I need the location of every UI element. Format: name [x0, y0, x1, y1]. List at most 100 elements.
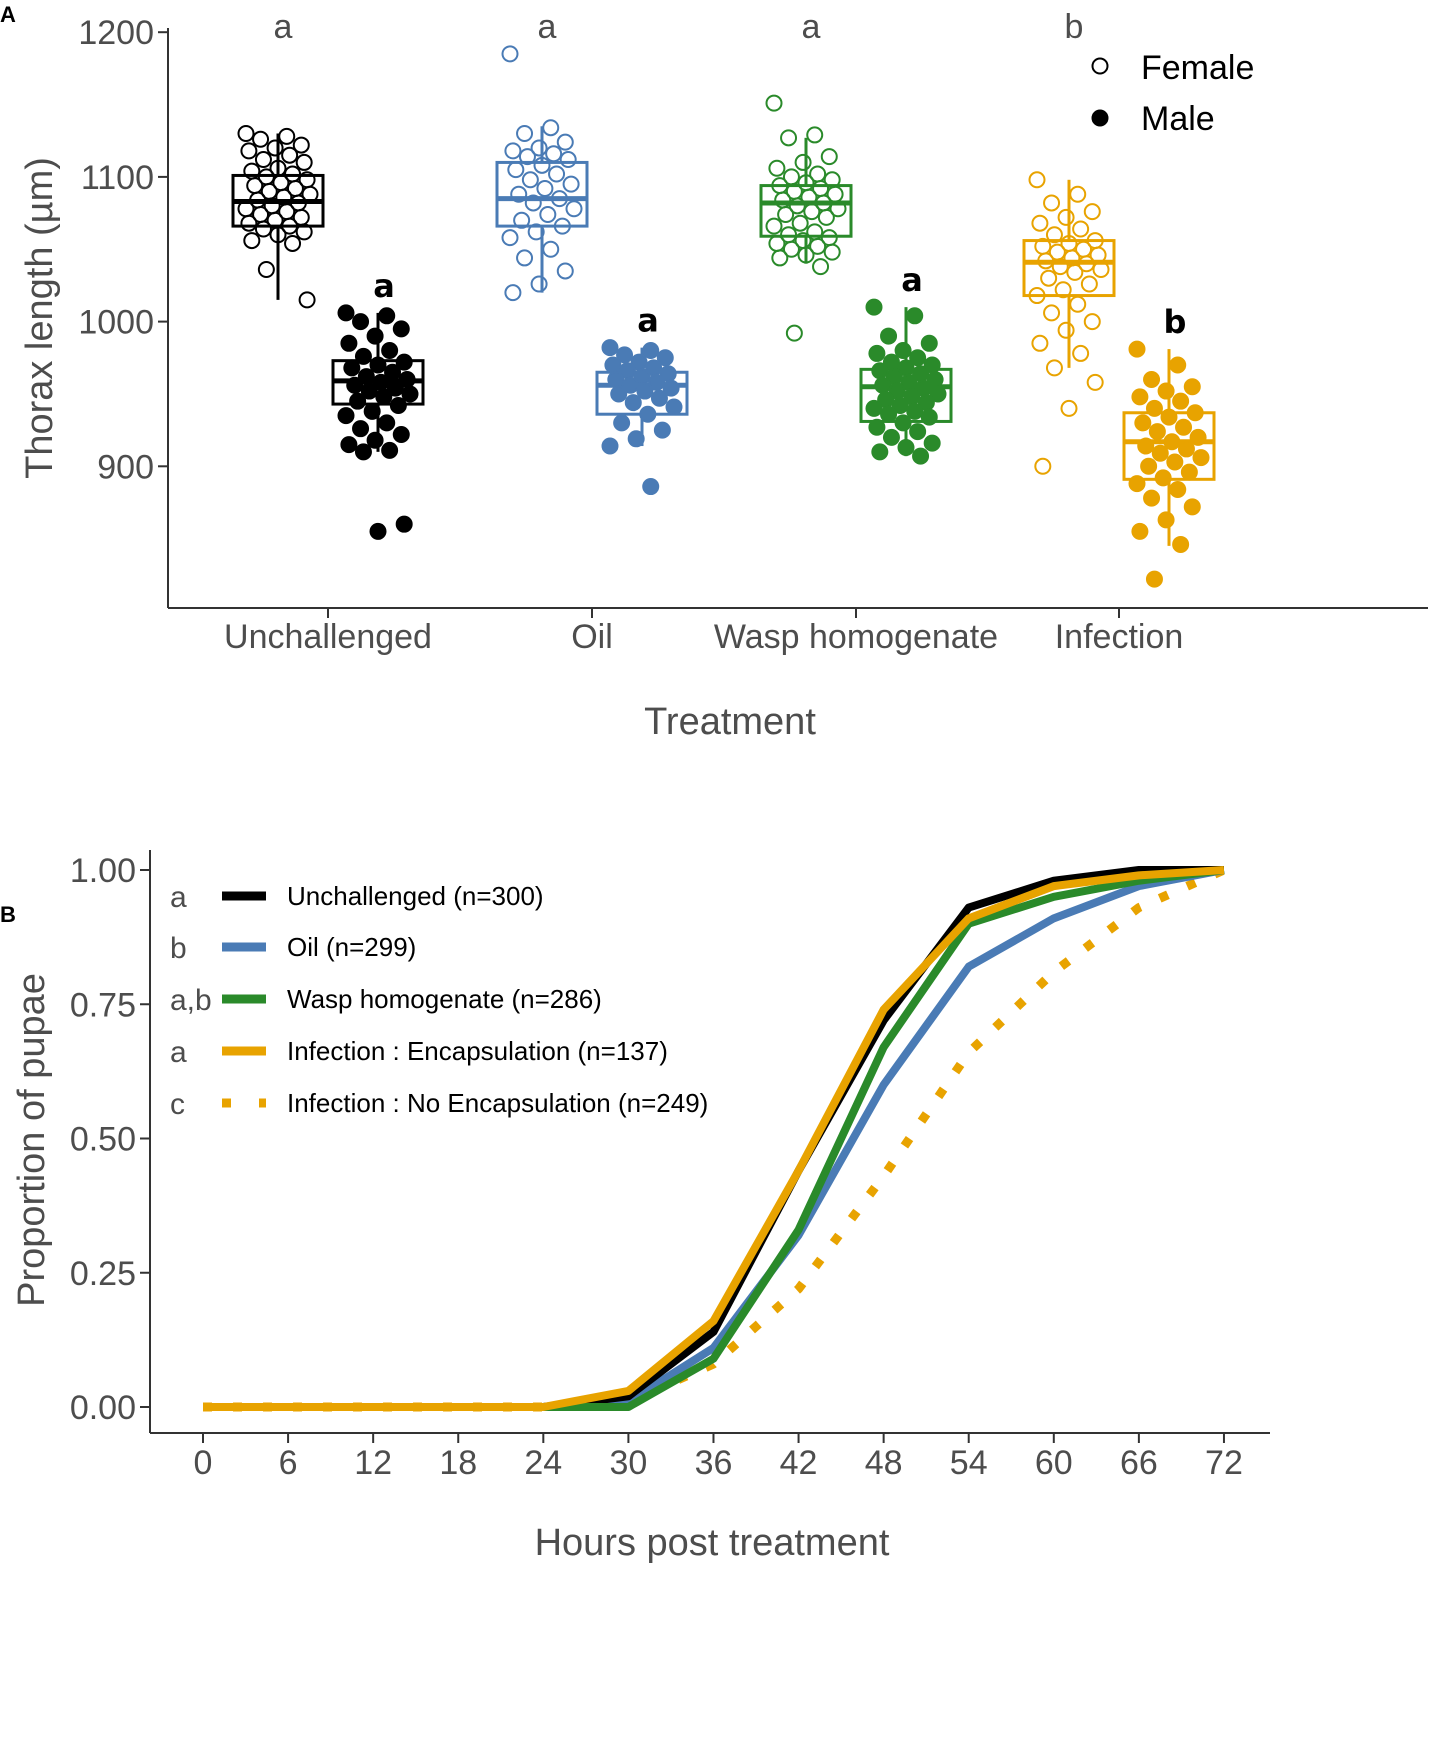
point-wasp-homogenate-female: [803, 203, 821, 221]
point-oil-female: [542, 240, 560, 258]
sig-male-oil: a: [637, 302, 659, 340]
point-unchallenged-female: [240, 142, 258, 160]
panel-a-y-tick-label: 900: [97, 448, 154, 486]
point-oil-male: [627, 430, 645, 448]
point-wasp-homogenate-male: [868, 418, 886, 436]
point-oil-female: [548, 165, 566, 183]
point-wasp-homogenate-male: [868, 344, 886, 362]
point-unchallenged-female: [266, 139, 284, 157]
panel-b-x-tick-label: 0: [194, 1444, 213, 1482]
sig-male-unchallenged: a: [373, 267, 395, 305]
panel-b-x-tick-label: 18: [439, 1444, 477, 1482]
point-infection-male: [1131, 388, 1149, 406]
point-oil-male: [601, 437, 619, 455]
point-wasp-homogenate-male: [865, 298, 883, 316]
point-unchallenged-male: [343, 359, 361, 377]
point-oil-male: [653, 421, 671, 439]
point-infection-female: [1031, 214, 1049, 232]
point-unchallenged-female: [240, 214, 258, 232]
point-wasp-homogenate-male: [909, 349, 927, 367]
point-wasp-homogenate-female: [823, 243, 841, 261]
point-wasp-homogenate-male: [874, 376, 892, 394]
panel-a-points: [237, 45, 1210, 588]
point-wasp-homogenate-male: [894, 414, 912, 432]
point-infection-male: [1157, 511, 1175, 529]
point-oil-female: [556, 262, 574, 280]
point-infection-male: [1186, 404, 1204, 422]
point-oil-female: [530, 139, 548, 157]
panel-a-y-tick-label: 1100: [81, 159, 154, 197]
point-infection-female: [1072, 344, 1090, 362]
point-infection-male: [1143, 489, 1161, 507]
point-unchallenged-male: [366, 431, 384, 449]
point-wasp-homogenate-female: [771, 177, 789, 195]
point-unchallenged-male: [378, 414, 396, 432]
point-wasp-homogenate-female: [768, 159, 786, 177]
point-wasp-homogenate-male: [865, 399, 883, 417]
point-unchallenged-male: [349, 392, 367, 410]
point-unchallenged-male: [395, 515, 413, 533]
point-unchallenged-female: [281, 217, 299, 235]
point-oil-male: [607, 370, 625, 388]
panel-a-x-axis-title: Treatment: [644, 701, 816, 743]
point-wasp-homogenate-female: [806, 126, 824, 144]
point-infection-male: [1143, 370, 1161, 388]
point-infection-female: [1060, 399, 1078, 417]
point-infection-male: [1134, 414, 1152, 432]
point-infection-female: [1083, 313, 1101, 331]
point-infection-female: [1069, 185, 1087, 203]
point-wasp-homogenate-female: [791, 214, 809, 232]
point-unchallenged-male: [340, 436, 358, 454]
legend-sig-wasp-homogenate-n-286: a,b: [170, 984, 212, 1017]
point-oil-female: [527, 223, 545, 241]
point-infection-male: [1154, 469, 1172, 487]
point-oil-female: [556, 133, 574, 151]
point-infection-female: [1045, 226, 1063, 244]
point-oil-male: [648, 373, 666, 391]
series-line-infection-encapsulation-n-137: [203, 866, 1225, 1411]
panel-b-x-tick-label: 54: [950, 1444, 988, 1482]
point-oil-female: [550, 190, 568, 208]
point-infection-male: [1183, 498, 1201, 516]
point-infection-female: [1092, 261, 1110, 279]
point-unchallenged-female: [295, 153, 313, 171]
point-wasp-homogenate-male: [929, 385, 947, 403]
point-oil-male: [642, 478, 660, 496]
point-oil-male: [656, 349, 674, 367]
point-unchallenged-female: [269, 226, 287, 244]
point-infection-male: [1151, 444, 1169, 462]
point-infection-male: [1189, 428, 1207, 446]
point-oil-female: [539, 206, 557, 224]
sig-female-oil: a: [538, 8, 557, 46]
point-infection-female: [1072, 220, 1090, 238]
panel-a-y-axis-title: Thorax length (µm): [19, 157, 61, 479]
point-oil-male: [662, 379, 680, 397]
point-unchallenged-male: [369, 522, 387, 540]
point-wasp-homogenate-male: [909, 423, 927, 441]
point-oil-female: [504, 284, 522, 302]
point-unchallenged-male: [360, 382, 378, 400]
legend-sig-oil-n-299: b: [170, 932, 187, 965]
point-unchallenged-male: [381, 342, 399, 360]
point-wasp-homogenate-male: [880, 405, 898, 423]
legend-label-wasp-homogenate-n-286: Wasp homogenate (n=286): [287, 984, 602, 1014]
point-oil-female: [516, 249, 534, 267]
point-unchallenged-female: [292, 136, 310, 154]
point-wasp-homogenate-female: [768, 234, 786, 252]
panel-a-legend: Female Male: [1091, 49, 1254, 138]
point-infection-female: [1034, 237, 1052, 255]
point-unchallenged-female: [301, 185, 319, 203]
point-wasp-homogenate-female: [777, 206, 795, 224]
point-infection-female: [1069, 295, 1087, 313]
point-wasp-homogenate-female: [794, 153, 812, 171]
point-unchallenged-male: [354, 347, 372, 365]
point-infection-male: [1172, 535, 1190, 553]
point-unchallenged-male: [363, 402, 381, 420]
point-oil-female: [565, 200, 583, 218]
panel-a-label: A: [0, 2, 16, 27]
point-infection-male: [1148, 423, 1166, 441]
panel-a-y-tick-label: 1200: [78, 14, 154, 52]
point-unchallenged-male: [392, 425, 410, 443]
point-unchallenged-female: [254, 151, 272, 169]
